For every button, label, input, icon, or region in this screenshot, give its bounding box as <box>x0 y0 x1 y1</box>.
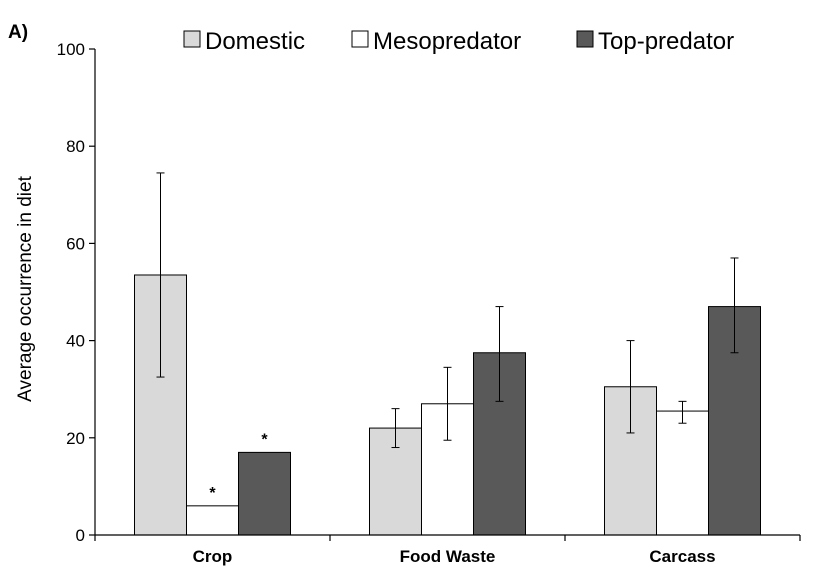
legend: Domestic Mesopredator Top-predator <box>183 28 734 55</box>
y-tick-label: 80 <box>66 137 85 156</box>
legend-label: Mesopredator <box>373 28 521 55</box>
bar-mesopredator <box>186 505 239 536</box>
legend-swatch-domestic <box>183 30 201 48</box>
bar-top-predator <box>238 451 291 536</box>
legend-swatch-top-predator <box>576 30 594 48</box>
y-tick-label: 100 <box>57 40 85 59</box>
y-tick-label: 20 <box>66 429 85 448</box>
y-tick-label: 0 <box>76 526 85 545</box>
legend-label: Domestic <box>205 28 305 55</box>
legend-swatch-mesopredator <box>351 30 369 48</box>
bar-mesopredator <box>656 410 709 536</box>
y-tick-label: 40 <box>66 332 85 351</box>
bars-group: ** <box>134 172 761 536</box>
x-category-label: Carcass <box>649 547 715 566</box>
y-tick-label: 60 <box>66 234 85 253</box>
x-category-label: Food Waste <box>400 547 496 566</box>
significance-marker: * <box>261 431 268 448</box>
axes-group: 0 20 40 60 80 100 Crop Food Waste Carcass <box>57 40 801 566</box>
legend-label: Top-predator <box>598 28 734 55</box>
y-axis-label: Average occurrence in diet <box>15 175 36 401</box>
significance-marker: * <box>209 485 216 502</box>
x-category-label: Crop <box>193 547 233 566</box>
panel-label: A) <box>8 22 28 43</box>
